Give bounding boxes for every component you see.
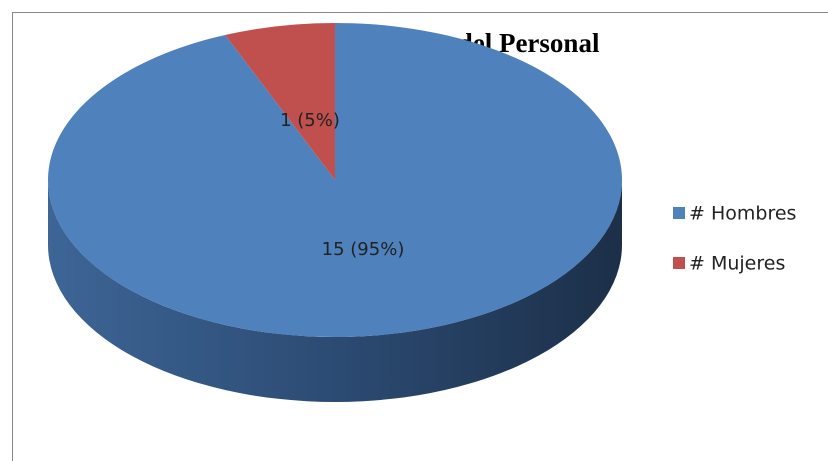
data-label: 1 (5%)	[280, 110, 340, 131]
slice-side	[48, 180, 622, 402]
pie-slice	[225, 23, 335, 180]
legend-label: # Mujeres	[689, 253, 785, 275]
legend-swatch	[673, 257, 685, 269]
data-label: 15 (95%)	[322, 239, 405, 260]
legend-label: # Hombres	[689, 203, 796, 225]
legend-swatch	[673, 207, 685, 219]
